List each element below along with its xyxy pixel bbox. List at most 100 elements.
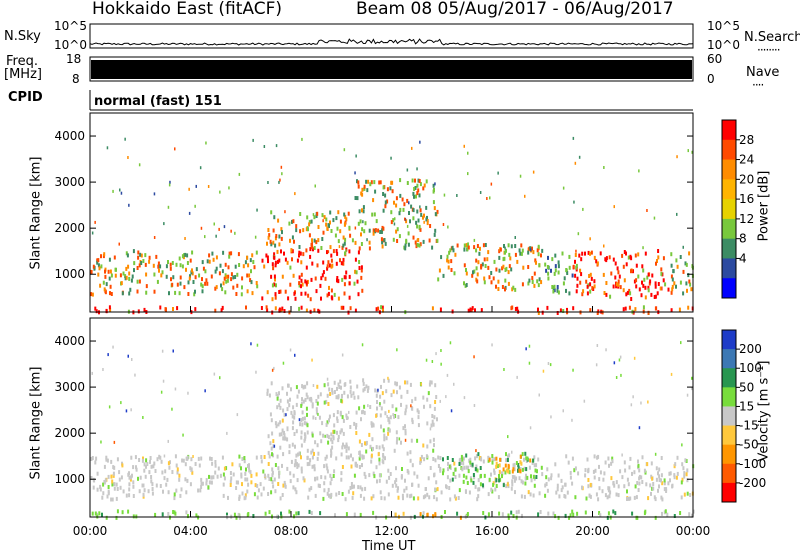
scatter-cell (267, 259, 269, 264)
scatter-cell (501, 512, 504, 517)
scatter-cell (410, 404, 412, 408)
scatter-cell (551, 257, 554, 262)
scatter-cell (128, 487, 131, 492)
scatter-cell (337, 210, 340, 215)
scatter-cell (353, 473, 356, 478)
scatter-cell (266, 391, 269, 396)
nsearch-tick-bottom: 10^0 (707, 38, 740, 52)
xtick-label: 00:00 (73, 524, 108, 538)
scatter-cell (337, 239, 340, 244)
scatter-cell (165, 274, 168, 279)
scatter-cell (357, 184, 360, 189)
scatter-cell (109, 307, 112, 312)
scatter-cell (343, 212, 346, 217)
scatter-cell (185, 267, 187, 272)
scatter-cell (230, 476, 233, 481)
scatter-cell (166, 477, 169, 482)
scatter-cell (349, 306, 352, 311)
scatter-cell (669, 471, 672, 476)
scatter-cell (564, 513, 567, 518)
scatter-cell (194, 275, 197, 280)
scatter-cell (466, 247, 469, 252)
scatter-cell (178, 473, 181, 478)
scatter-cell (643, 511, 646, 516)
scatter-cell (432, 448, 435, 453)
scatter-cell (246, 289, 249, 294)
freq-nave-fill (91, 60, 692, 79)
scatter-cell (244, 471, 247, 476)
scatter-cell (274, 263, 277, 268)
scatter-cell (213, 372, 216, 376)
scatter-cell (537, 244, 540, 249)
scatter-cell (521, 452, 524, 457)
scatter-cell (304, 434, 307, 439)
colorbar-tick-label: -100 (739, 457, 766, 471)
scatter-cell (197, 456, 200, 461)
scatter-cell (333, 380, 336, 385)
scatter-cell (355, 423, 358, 427)
scatter-cell (345, 512, 348, 517)
scatter-cell (547, 276, 550, 281)
scatter-cell (568, 515, 571, 520)
scatter-cell (588, 274, 591, 278)
scatter-cell (488, 457, 491, 462)
scatter-cell (302, 476, 305, 481)
scatter-cell (270, 242, 273, 247)
scatter-cell (270, 446, 273, 451)
scatter-cell (419, 242, 422, 247)
scatter-cell (394, 217, 396, 221)
scatter-cell (242, 264, 245, 269)
scatter-cell (602, 272, 605, 277)
scatter-cell (167, 439, 169, 443)
scatter-cell (527, 250, 530, 255)
scatter-cell (194, 462, 197, 466)
scatter-cell (339, 258, 341, 263)
scatter-cell (603, 166, 605, 169)
scatter-cell (347, 310, 350, 315)
scatter-cell (328, 418, 330, 423)
scatter-cell (497, 279, 500, 284)
scatter-cell (451, 477, 454, 482)
scatter-cell (272, 484, 275, 489)
scatter-cell (531, 246, 533, 251)
scatter-cell (342, 442, 344, 447)
scatter-cell (316, 443, 319, 448)
scatter-cell (529, 246, 532, 251)
scatter-cell (407, 242, 410, 247)
scatter-cell (281, 230, 283, 235)
scatter-cell (342, 235, 345, 240)
scatter-cell (577, 232, 580, 236)
scatter-cell (149, 459, 151, 464)
scatter-cell (423, 220, 425, 224)
scatter-cell (644, 295, 647, 300)
scatter-cell (425, 217, 428, 222)
scatter-cell (372, 228, 375, 233)
scatter-cell (355, 425, 357, 430)
scatter-cell (325, 463, 328, 468)
scatter-cell (230, 277, 233, 282)
scatter-cell (222, 250, 225, 255)
scatter-cell (574, 466, 577, 471)
scatter-cell (655, 477, 658, 482)
scatter-cell (626, 477, 629, 482)
freq-tick-bottom: 8 (72, 72, 80, 86)
scatter-cell (507, 515, 510, 520)
scatter-cell (531, 280, 534, 284)
scatter-cell (300, 455, 302, 460)
scatter-cell (351, 485, 354, 490)
colorbar-swatch (722, 159, 736, 180)
scatter-cell (99, 283, 102, 288)
scatter-cell (321, 273, 324, 278)
colorbar-swatch (722, 444, 736, 465)
scatter-cell (646, 209, 648, 212)
colorbar-tick-label: 20 (739, 172, 754, 186)
scatter-cell (356, 179, 358, 184)
scatter-cell (292, 485, 295, 490)
scatter-cell (190, 457, 193, 462)
scatter-cell (465, 465, 468, 470)
scatter-cell (214, 470, 217, 475)
scatter-cell (187, 280, 190, 285)
scatter-cell (546, 265, 549, 269)
scatter-cell (247, 512, 250, 516)
scatter-cell (607, 456, 610, 461)
